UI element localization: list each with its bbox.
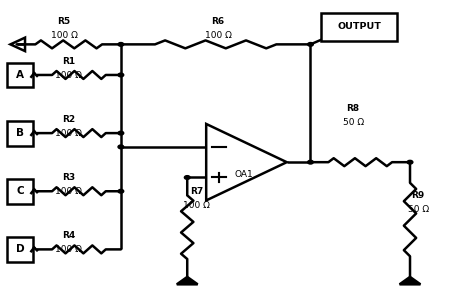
Circle shape — [118, 43, 124, 46]
Text: R2: R2 — [62, 115, 75, 124]
FancyBboxPatch shape — [7, 63, 33, 88]
Circle shape — [118, 131, 124, 135]
Text: R4: R4 — [62, 231, 75, 240]
Text: R6: R6 — [211, 17, 225, 26]
Text: 50 Ω: 50 Ω — [343, 118, 364, 127]
Text: 100 Ω: 100 Ω — [51, 31, 77, 40]
Polygon shape — [400, 277, 420, 284]
Circle shape — [407, 160, 413, 164]
Text: R5: R5 — [57, 17, 71, 26]
Text: A: A — [16, 70, 24, 80]
Text: B: B — [16, 128, 24, 138]
Text: R1: R1 — [62, 57, 75, 66]
FancyBboxPatch shape — [7, 179, 33, 204]
Text: 100 Ω: 100 Ω — [55, 245, 82, 254]
Text: 100 Ω: 100 Ω — [183, 201, 210, 210]
Text: 100 Ω: 100 Ω — [205, 31, 231, 40]
Text: 50 Ω: 50 Ω — [408, 205, 428, 214]
Circle shape — [308, 160, 313, 164]
Circle shape — [118, 73, 124, 77]
Text: C: C — [16, 186, 24, 196]
Text: R7: R7 — [190, 187, 203, 196]
Circle shape — [118, 145, 124, 149]
Polygon shape — [10, 38, 25, 51]
Circle shape — [184, 176, 190, 179]
Text: OUTPUT: OUTPUT — [337, 22, 381, 31]
Text: OA1: OA1 — [235, 170, 254, 179]
Text: R9: R9 — [411, 192, 425, 200]
Polygon shape — [206, 124, 287, 200]
FancyBboxPatch shape — [321, 13, 397, 41]
Text: 100 Ω: 100 Ω — [55, 129, 82, 138]
Text: R8: R8 — [346, 104, 360, 113]
Polygon shape — [177, 277, 198, 284]
Circle shape — [308, 43, 313, 46]
Text: 100 Ω: 100 Ω — [55, 71, 82, 80]
FancyBboxPatch shape — [7, 237, 33, 262]
Circle shape — [118, 189, 124, 193]
Text: D: D — [16, 244, 24, 254]
Text: R3: R3 — [62, 173, 75, 182]
Text: 100 Ω: 100 Ω — [55, 187, 82, 196]
FancyBboxPatch shape — [7, 121, 33, 146]
